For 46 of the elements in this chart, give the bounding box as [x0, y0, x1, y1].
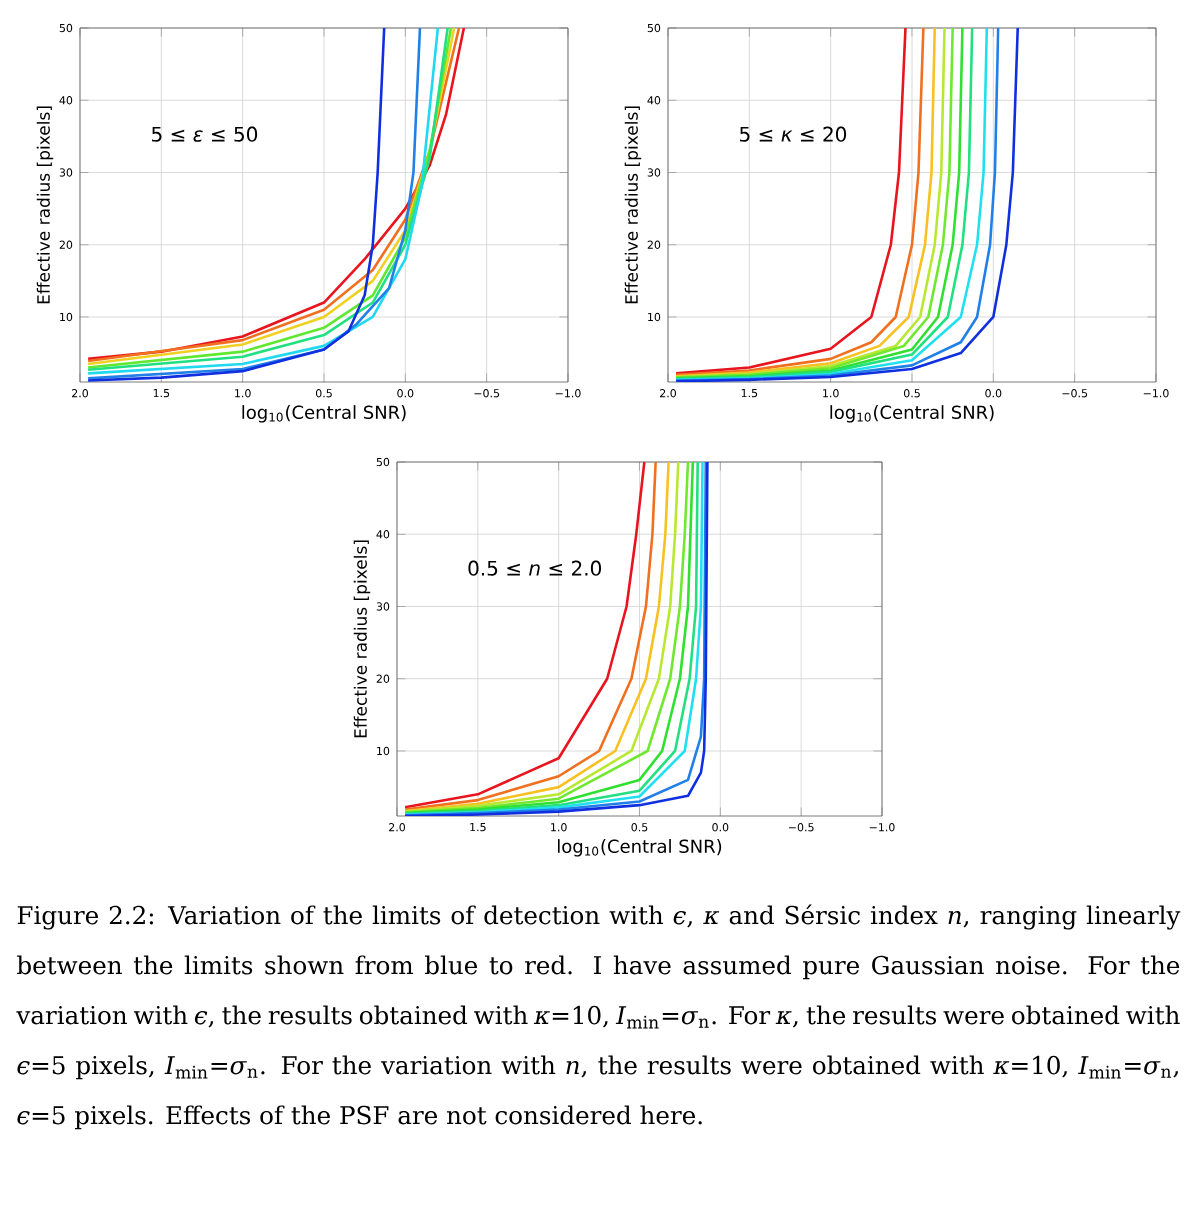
x-tick-label: −1.0 — [869, 823, 895, 832]
x-tick-label: 1.5 — [741, 389, 758, 398]
x-tick-label: 1.0 — [823, 389, 839, 398]
x-tick-label: 2.0 — [72, 389, 89, 398]
y-tick-label: 40 — [376, 530, 390, 539]
x-axis-title: log$_{10}$(Central SNR) — [830, 405, 994, 423]
y-tick-label: 50 — [376, 457, 390, 467]
x-tick-label: 0.0 — [712, 823, 729, 832]
x-axis-title: log$_{10}$(Central SNR) — [242, 405, 406, 423]
text: Figure 2.2: Variation of the limits of detection with ϵ, κ and Sérsic index n, ranging linearly between the limits shown from blue to red. I have assumed pure Gaussian noise. For the variation with ϵ, the results obtained with κ=10, I$_{min}$=σ$_{n}$. For κ, the results were obtained with ϵ=5 pixels, I$_{min}$=σ$_{n}$. For the variation with n, the results were obtained with κ=10, I$_{min}$=σ$_{n}$, ϵ=5 pixels. Effects of the PSF are not considered here. — [16, 904, 1181, 1130]
y-tick-label: 40 — [59, 96, 73, 105]
x-tick-label: 1.0 — [551, 823, 567, 832]
x-tick-label: −0.5 — [474, 389, 500, 398]
x-tick-label: 2.0 — [389, 823, 406, 832]
annotation: 0.5 ≤ n ≤ 2.0 — [468, 560, 602, 576]
y-tick-label: 10 — [60, 312, 73, 322]
y-tick-label: 20 — [647, 240, 661, 249]
x-tick-label: 0.0 — [397, 389, 414, 398]
x-tick-label: 0.5 — [315, 389, 332, 398]
x-tick-label: −1.0 — [1143, 389, 1169, 398]
y-tick-label: 30 — [647, 168, 661, 177]
y-tick-label: 50 — [59, 23, 73, 33]
y-tick-label: 30 — [376, 602, 390, 611]
x-axis-title: log$_{10}$(Central SNR) — [557, 839, 722, 857]
y-axis-title: Effective radius [pixels] — [624, 106, 642, 304]
y-tick-label: 10 — [377, 746, 390, 756]
y-tick-label: 30 — [59, 168, 73, 177]
x-tick-label: −1.0 — [555, 389, 581, 398]
x-tick-label: 2.0 — [660, 389, 677, 398]
x-tick-label: 0.0 — [985, 389, 1002, 398]
y-tick-label: 20 — [376, 674, 390, 683]
x-tick-label: −0.5 — [1062, 389, 1088, 398]
annotation: 5 ≤ κ ≤ 20 — [740, 126, 847, 142]
y-axis-title: Effective radius [pixels] — [36, 106, 54, 304]
annotation: 5 ≤ ε ≤ 50 — [152, 126, 258, 142]
y-tick-label: 20 — [59, 240, 73, 249]
x-tick-label: 0.5 — [631, 823, 648, 832]
x-tick-label: 0.5 — [903, 389, 920, 398]
x-tick-label: 1.5 — [470, 823, 486, 832]
y-tick-label: 10 — [648, 312, 661, 322]
x-tick-label: 1.0 — [235, 389, 251, 398]
x-tick-label: 1.5 — [153, 389, 170, 398]
y-axis-title: Effective radius [pixels] — [353, 540, 371, 738]
x-tick-label: −0.5 — [788, 823, 814, 832]
y-tick-label: 50 — [647, 23, 661, 33]
y-tick-label: 40 — [647, 96, 661, 105]
